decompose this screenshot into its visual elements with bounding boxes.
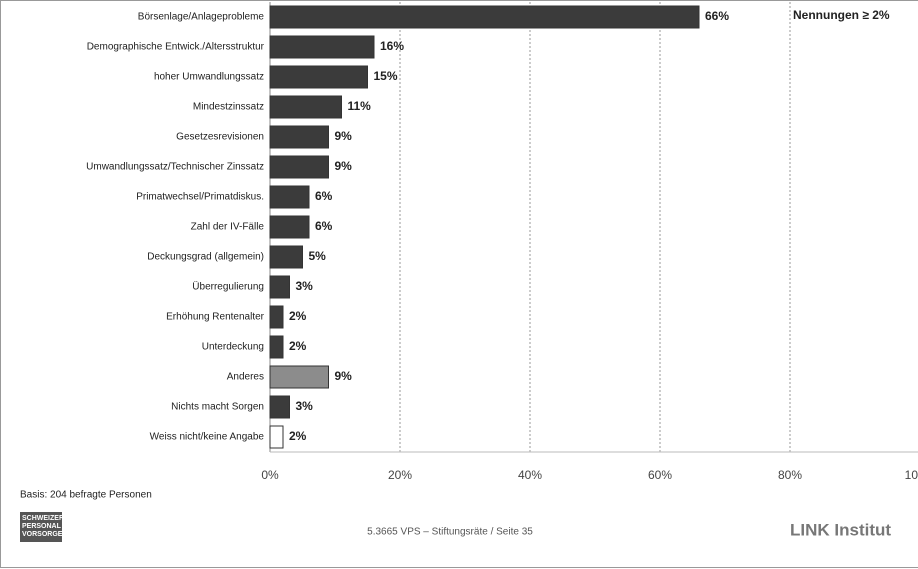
y-tick-label: Demographische Entwick./Altersstruktur [87,42,265,53]
value-label: 2% [289,309,307,323]
y-tick-label: Anderes [227,372,264,383]
bar [269,245,303,269]
y-tick-label: hoher Umwandlungssatz [154,72,264,83]
value-label: 6% [315,219,333,233]
y-tick-label: Unterdeckung [202,342,264,353]
value-label: 5% [309,249,327,263]
value-label: 3% [296,279,314,293]
bar [269,125,329,149]
logo-left: SCHWEIZER PERSONAL VORSORGE [22,515,62,538]
bar [269,185,310,209]
bar [269,305,284,329]
value-label: 6% [315,189,333,203]
value-label: 2% [289,339,307,353]
x-tick-label: 0% [261,468,279,482]
value-label: 3% [296,399,314,413]
bar [269,335,284,359]
y-tick-label: Erhöhung Rentenalter [166,312,265,323]
y-tick-label: Primatwechsel/Primatdiskus. [136,192,264,203]
logo-right: LINK Institut [790,520,891,539]
annotation: Nennungen ≥ 2% [793,8,890,22]
y-tick-label: Weiss nicht/keine Angabe [150,432,265,443]
y-tick-label: Nichts macht Sorgen [171,402,264,413]
logo-box [20,512,62,542]
x-tick-label: 20% [388,468,412,482]
y-tick-label: Gesetzesrevisionen [176,132,264,143]
value-label: 9% [335,129,353,143]
bar [269,35,375,59]
logo-left-wrap: SCHWEIZER PERSONAL VORSORGE [22,515,62,538]
value-label: 2% [289,429,307,443]
x-tick-label: 80% [778,468,802,482]
bar [269,95,342,119]
y-tick-label: Deckungsgrad (allgemein) [147,252,264,263]
bar [269,65,368,89]
bar [269,155,329,179]
bar [269,275,290,299]
value-label: 11% [348,99,372,113]
x-tick-label: 40% [518,468,542,482]
x-tick-label: 100% [905,468,918,482]
y-tick-label: Umwandlungssatz/Technischer Zinssatz [86,162,264,173]
bar [269,425,284,449]
y-tick-label: Mindestzinssatz [193,102,264,113]
bar [269,5,700,29]
value-label: 9% [335,369,353,383]
bar [269,395,290,419]
bar [269,215,310,239]
value-label: 66% [705,9,729,23]
value-label: 16% [380,39,404,53]
y-tick-label: Börsenlage/Anlageprobleme [138,12,265,23]
y-tick-label: Zahl der IV-Fälle [191,222,265,233]
footer: 5.3665 VPS – Stiftungsräte / Seite 35 [367,527,533,538]
value-label: 15% [374,69,398,83]
y-tick-label: Überregulierung [192,281,264,293]
value-label: 9% [335,159,353,173]
x-tick-label: 60% [648,468,672,482]
note: Basis: 204 befragte Personen [20,490,152,501]
bar [269,365,329,389]
